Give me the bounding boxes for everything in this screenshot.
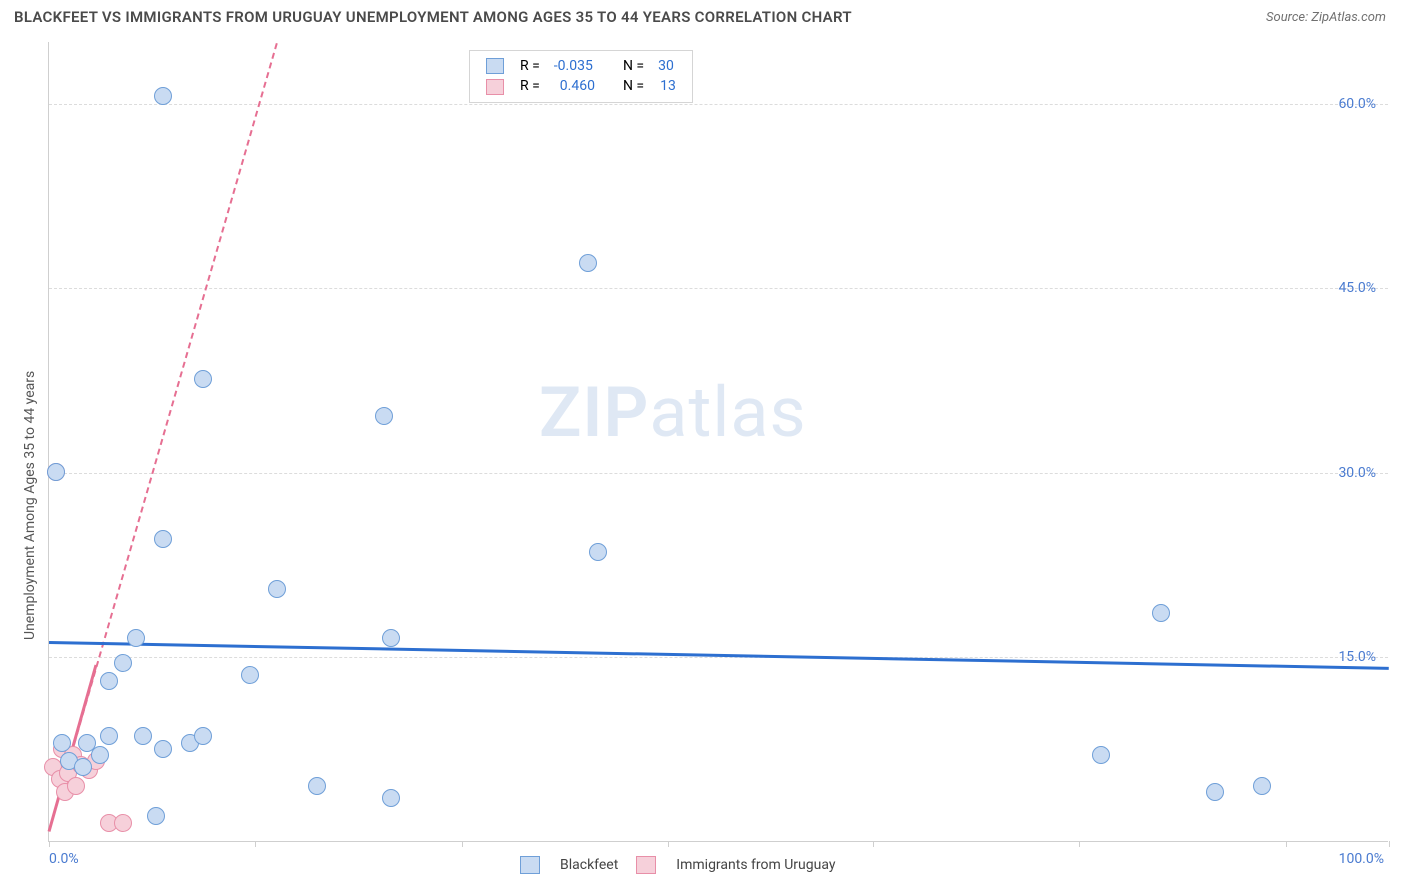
gridline: [49, 473, 1388, 474]
x-tick: [255, 841, 256, 847]
data-point-blackfeet: [194, 727, 212, 745]
legend-row-uruguay: R = 0.460 N = 13: [480, 77, 682, 95]
data-point-blackfeet: [1092, 746, 1110, 764]
gridline: [49, 657, 1388, 658]
r-value-blackfeet: -0.035: [548, 57, 601, 75]
data-point-blackfeet: [147, 807, 165, 825]
swatch-uruguay: [486, 79, 504, 95]
correlation-legend: R = -0.035 N = 30 R = 0.460 N = 13: [469, 50, 693, 103]
swatch-blackfeet: [520, 856, 540, 874]
data-point-blackfeet: [114, 654, 132, 672]
data-point-blackfeet: [589, 543, 607, 561]
data-point-blackfeet: [382, 629, 400, 647]
data-point-blackfeet: [127, 629, 145, 647]
n-label: N =: [617, 57, 650, 75]
r-label: R =: [514, 77, 546, 95]
swatch-blackfeet: [486, 58, 504, 74]
n-label: N =: [617, 77, 650, 95]
data-point-blackfeet: [74, 758, 92, 776]
watermark: ZIPatlas: [539, 372, 807, 454]
data-point-blackfeet: [154, 87, 172, 105]
legend-label-blackfeet: Blackfeet: [560, 857, 618, 873]
r-label: R =: [514, 57, 546, 75]
y-tick-label: 45.0%: [1338, 280, 1376, 296]
chart-title: BLACKFEET VS IMMIGRANTS FROM URUGUAY UNE…: [14, 8, 852, 26]
data-point-blackfeet: [268, 580, 286, 598]
data-point-uruguay: [114, 814, 132, 832]
swatch-uruguay: [636, 856, 656, 874]
data-point-blackfeet: [47, 463, 65, 481]
y-tick-label: 30.0%: [1338, 465, 1376, 481]
x-tick: [873, 841, 874, 847]
data-point-blackfeet: [241, 666, 259, 684]
data-point-blackfeet: [154, 740, 172, 758]
data-point-blackfeet: [1253, 777, 1271, 795]
plot-area: ZIPatlas R = -0.035 N = 30 R = 0.460: [48, 42, 1388, 842]
gridline: [49, 104, 1388, 105]
data-point-blackfeet: [382, 789, 400, 807]
data-point-blackfeet: [154, 530, 172, 548]
watermark-rest: atlas: [649, 372, 806, 454]
data-point-blackfeet: [579, 254, 597, 272]
chart-container: BLACKFEET VS IMMIGRANTS FROM URUGUAY UNE…: [0, 0, 1406, 892]
title-bar: BLACKFEET VS IMMIGRANTS FROM URUGUAY UNE…: [0, 0, 1406, 30]
y-tick-label: 15.0%: [1338, 649, 1376, 665]
data-point-blackfeet: [134, 727, 152, 745]
data-point-blackfeet: [53, 734, 71, 752]
gridline: [49, 288, 1388, 289]
data-point-blackfeet: [1206, 783, 1224, 801]
n-value-blackfeet: 30: [652, 57, 682, 75]
x-tick: [668, 841, 669, 847]
x-tick: [1286, 841, 1287, 847]
x-tick: [462, 841, 463, 847]
data-point-blackfeet: [308, 777, 326, 795]
data-point-uruguay: [67, 777, 85, 795]
x-tick: [1389, 841, 1390, 847]
data-point-blackfeet: [100, 672, 118, 690]
y-axis-label: Unemployment Among Ages 35 to 44 years: [22, 371, 38, 640]
data-point-blackfeet: [100, 727, 118, 745]
legend-label-uruguay: Immigrants from Uruguay: [676, 857, 835, 873]
y-tick-label: 60.0%: [1338, 96, 1376, 112]
r-value-uruguay: 0.460: [548, 77, 601, 95]
x-tick: [1079, 841, 1080, 847]
x-tick-label: 100.0%: [1339, 851, 1384, 867]
x-tick-label: 0.0%: [49, 851, 79, 867]
source-attribution: Source: ZipAtlas.com: [1266, 10, 1386, 25]
data-point-blackfeet: [375, 407, 393, 425]
n-value-uruguay: 13: [652, 77, 682, 95]
series-legend: Blackfeet Immigrants from Uruguay: [520, 856, 836, 874]
watermark-bold: ZIP: [539, 372, 649, 454]
data-point-blackfeet: [1152, 604, 1170, 622]
data-point-blackfeet: [91, 746, 109, 764]
x-tick: [49, 841, 50, 847]
legend-row-blackfeet: R = -0.035 N = 30: [480, 57, 682, 75]
data-point-blackfeet: [194, 370, 212, 388]
